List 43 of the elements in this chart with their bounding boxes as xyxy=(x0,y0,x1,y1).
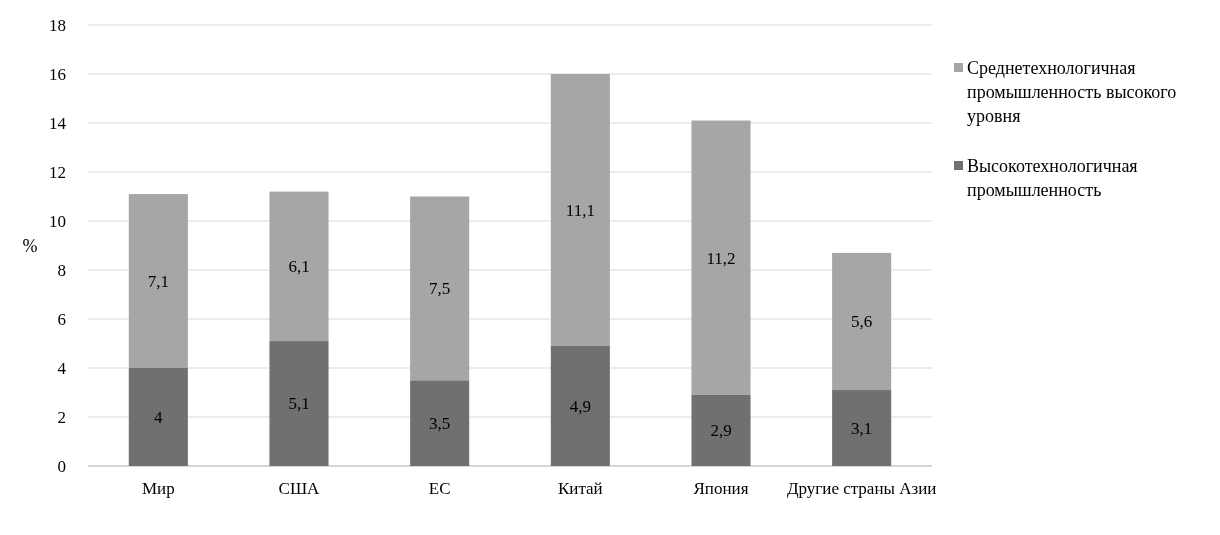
y-tick-label: 12 xyxy=(49,162,66,182)
y-tick-label: 14 xyxy=(49,113,67,133)
y-tick-label: 18 xyxy=(49,15,66,35)
x-tick-label: Другие страны Азии xyxy=(786,479,937,498)
y-tick-label: 4 xyxy=(57,358,67,378)
y-tick-label: 6 xyxy=(57,309,66,329)
data-label: 5,1 xyxy=(288,394,310,414)
bar xyxy=(269,341,329,466)
data-label: 7,5 xyxy=(429,279,451,299)
x-tick-label: Китай xyxy=(557,479,603,498)
data-label: 4 xyxy=(154,407,164,427)
bar xyxy=(832,252,892,391)
data-label: 11,1 xyxy=(565,200,595,220)
data-label: 2,9 xyxy=(710,421,732,441)
data-label: 11,2 xyxy=(706,248,736,268)
bar xyxy=(128,368,188,466)
y-tick-label: 16 xyxy=(49,64,66,84)
bar xyxy=(410,196,470,381)
y-tick-label: 0 xyxy=(57,456,66,476)
data-label: 7,1 xyxy=(147,271,169,291)
bar xyxy=(691,394,751,466)
bar xyxy=(410,380,470,466)
data-label: 4,9 xyxy=(569,396,591,416)
legend-label: Среднетехнологичная промышленность высокого уровня xyxy=(967,58,1177,127)
data-label: 3,1 xyxy=(851,418,873,438)
x-tick-label: США xyxy=(278,479,321,498)
data-label: 3,5 xyxy=(429,414,451,434)
data-label: 5,6 xyxy=(851,312,873,332)
y-tick-label: 2 xyxy=(57,407,66,427)
y-tick-label: 10 xyxy=(49,211,66,231)
legend-label: Высокотехнологичная промышленность xyxy=(967,156,1138,201)
data-label: 6,1 xyxy=(288,257,310,277)
x-tick-label: Мир xyxy=(141,479,175,498)
bar xyxy=(832,390,892,466)
x-tick-label: ЕС xyxy=(428,479,451,498)
bar xyxy=(550,74,610,346)
x-tick-label: Япония xyxy=(693,479,749,498)
bar xyxy=(691,120,751,395)
y-tick-label: 8 xyxy=(57,260,66,280)
bar xyxy=(269,191,329,342)
bar xyxy=(550,345,610,466)
y-axis-title: % xyxy=(22,235,38,256)
bar xyxy=(128,194,188,368)
